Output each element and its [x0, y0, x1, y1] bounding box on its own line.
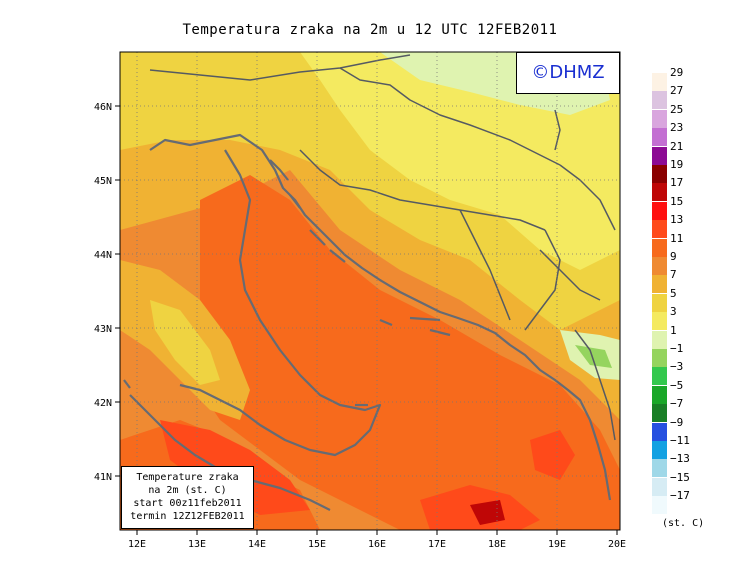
dhmz-logo: ©DHMZ — [516, 52, 620, 94]
legend-label: 1 — [670, 323, 677, 337]
legend-entry: 27 — [652, 84, 740, 110]
legend-entry: −5 — [652, 379, 740, 404]
legend-swatch — [652, 330, 667, 349]
legend-label: −15 — [670, 470, 690, 484]
legend-swatch — [652, 422, 667, 441]
lat-tick-label: 41N — [94, 472, 112, 483]
legend-entry: 29 — [652, 66, 740, 91]
legend-label: −1 — [670, 342, 684, 355]
legend-label: −9 — [670, 415, 684, 429]
info-box: Temperature zraka na 2m (st. C) start 00… — [121, 466, 254, 529]
legend-entry: 9 — [652, 250, 740, 275]
lat-tick-label: 44N — [94, 250, 112, 261]
legend-entry: −13 — [652, 452, 740, 478]
legend-entry: −1 — [652, 342, 740, 367]
legend-swatch — [652, 312, 667, 331]
info-line: termin 12Z12FEB2011 — [130, 511, 245, 522]
legend-swatch — [652, 128, 667, 147]
map-frame — [119, 51, 621, 531]
legend-label: −17 — [670, 489, 690, 503]
legend-label: −5 — [670, 378, 684, 392]
legend-swatch — [652, 238, 667, 257]
legend-label: 13 — [670, 213, 684, 227]
lat-tick-label: 43N — [94, 324, 112, 335]
legend-label: 11 — [670, 231, 684, 245]
legend-label: −11 — [670, 434, 690, 447]
lon-tick-label: 19E — [548, 539, 566, 550]
legend-label: −3 — [670, 360, 684, 374]
info-line: na 2m (st. C) — [148, 485, 227, 496]
legend-label: 17 — [670, 176, 684, 190]
legend-label: 21 — [670, 139, 684, 153]
legend-label: −7 — [670, 397, 684, 411]
legend-swatch — [652, 477, 667, 496]
legend-swatch — [652, 293, 667, 312]
map-title: Temperatura zraka na 2m u 12 UTC 12FEB20… — [182, 22, 558, 38]
legend-label: 3 — [670, 305, 677, 319]
legend-label: 27 — [670, 84, 684, 98]
temperature-field — [120, 52, 620, 530]
legend-entry: −9 — [652, 416, 740, 441]
info-line: start 00z11feb2011 — [133, 498, 242, 509]
legend-entry: −15 — [652, 471, 740, 496]
legend-swatch — [652, 146, 667, 165]
legend-label: 29 — [670, 66, 684, 79]
legend-swatch — [652, 165, 667, 183]
legend-entry: 3 — [652, 305, 740, 331]
legend-entry: 1 — [652, 324, 740, 349]
legend-entry: −7 — [652, 397, 740, 423]
legend-label: 23 — [670, 121, 684, 135]
legend-swatch — [652, 109, 667, 128]
lon-tick-label: 12E — [128, 539, 146, 550]
legend-entry: −11 — [652, 434, 740, 459]
lon-tick-label: 18E — [488, 539, 506, 550]
lon-tick-label: 17E — [428, 539, 446, 550]
legend-entry: 25 — [652, 103, 740, 128]
legend-entry: 7 — [652, 268, 740, 294]
lon-tick-label: 14E — [248, 539, 266, 550]
legend-entry: 15 — [652, 195, 740, 220]
legend-swatch — [652, 73, 667, 91]
legend-label: 25 — [670, 102, 684, 116]
legend-swatch — [652, 459, 667, 478]
legend-swatch — [652, 441, 667, 459]
legend-unit: (st. C) — [662, 518, 705, 529]
legend-swatch — [652, 201, 667, 220]
legend-swatch — [652, 385, 667, 404]
legend-entry: −3 — [652, 360, 740, 386]
legend-entry: 5 — [652, 287, 740, 312]
legend-entry: 13 — [652, 213, 740, 239]
graticule — [120, 52, 620, 530]
legend-label: 15 — [670, 194, 684, 208]
legend-swatch — [652, 404, 667, 423]
lon-tick-label: 20E — [608, 539, 626, 550]
legend-label: 5 — [670, 286, 677, 300]
legend-entry: 21 — [652, 140, 740, 165]
lon-tick-label: 13E — [188, 539, 206, 550]
legend-entry: 23 — [652, 121, 740, 147]
info-line: Temperature zraka — [136, 472, 239, 483]
legend-swatch — [652, 367, 667, 386]
legend-entry: 17 — [652, 176, 740, 202]
lat-tick-label: 42N — [94, 398, 112, 409]
lon-tick-label: 15E — [308, 539, 326, 550]
legend-label: 7 — [670, 268, 677, 282]
legend-swatch — [652, 496, 667, 515]
legend-swatch — [652, 183, 667, 202]
legend-swatch — [652, 91, 667, 110]
legend-swatch — [652, 349, 667, 367]
lat-tick-label: 45N — [94, 176, 112, 187]
lat-tick-label: 46N — [94, 102, 112, 113]
legend-swatch — [652, 257, 667, 275]
legend-label: 19 — [670, 158, 684, 171]
legend-swatch — [652, 220, 667, 239]
legend-swatch — [652, 275, 667, 294]
legend-entry: 11 — [652, 232, 740, 257]
legend-label: −13 — [670, 452, 690, 466]
legend-label: 9 — [670, 250, 677, 263]
legend-entry: 19 — [652, 158, 740, 183]
lon-tick-label: 16E — [368, 539, 386, 550]
legend-entry: −17 — [652, 489, 740, 515]
